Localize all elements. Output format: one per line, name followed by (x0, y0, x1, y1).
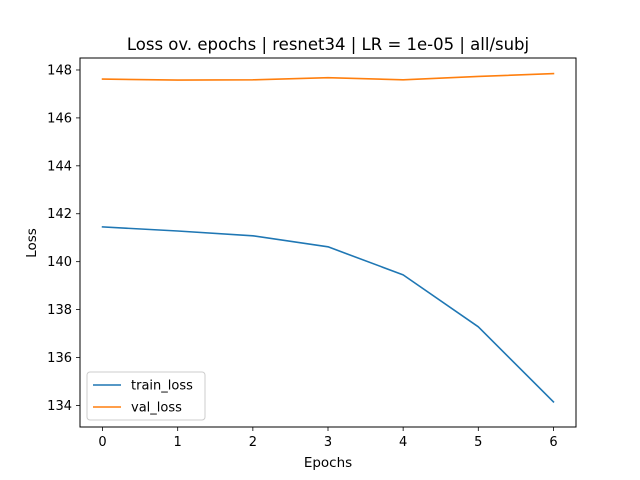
legend-label: train_loss (131, 379, 193, 394)
y-tick-label: 144 (47, 159, 72, 174)
x-axis-label: Epochs (304, 455, 352, 471)
y-tick-label: 136 (47, 351, 72, 366)
x-tick-label: 4 (399, 435, 407, 450)
x-tick-label: 6 (549, 435, 557, 450)
legend-box (86, 371, 206, 421)
y-tick-label: 140 (47, 255, 72, 270)
y-tick-label: 146 (47, 111, 72, 126)
x-axis-ticks: 0 1 2 3 4 5 6 (98, 427, 558, 450)
y-axis-ticks: 134 136 138 140 142 144 146 148 (47, 63, 80, 414)
series-layer (101, 72, 555, 403)
y-tick-label: 134 (47, 399, 72, 414)
series-line-val-loss (101, 72, 555, 81)
plot-area (80, 58, 576, 427)
x-tick-label: 2 (249, 435, 257, 450)
legend-items: train_loss val_loss (93, 379, 193, 416)
y-axis-label: Loss (24, 228, 40, 258)
legend-label: val_loss (131, 401, 182, 416)
y-tick-label: 138 (47, 303, 72, 318)
x-tick-label: 5 (474, 435, 482, 450)
series-line-train-loss (101, 226, 555, 403)
x-tick-label: 3 (324, 435, 332, 450)
y-tick-label: 148 (47, 63, 72, 78)
x-tick-label: 0 (98, 435, 106, 450)
plot-background (80, 58, 576, 427)
chart-title: Loss ov. epochs | resnet34 | LR = 1e-05 … (127, 35, 529, 54)
y-tick-label: 142 (47, 207, 72, 222)
legend: train_loss val_loss (86, 371, 206, 421)
x-tick-label: 1 (174, 435, 182, 450)
